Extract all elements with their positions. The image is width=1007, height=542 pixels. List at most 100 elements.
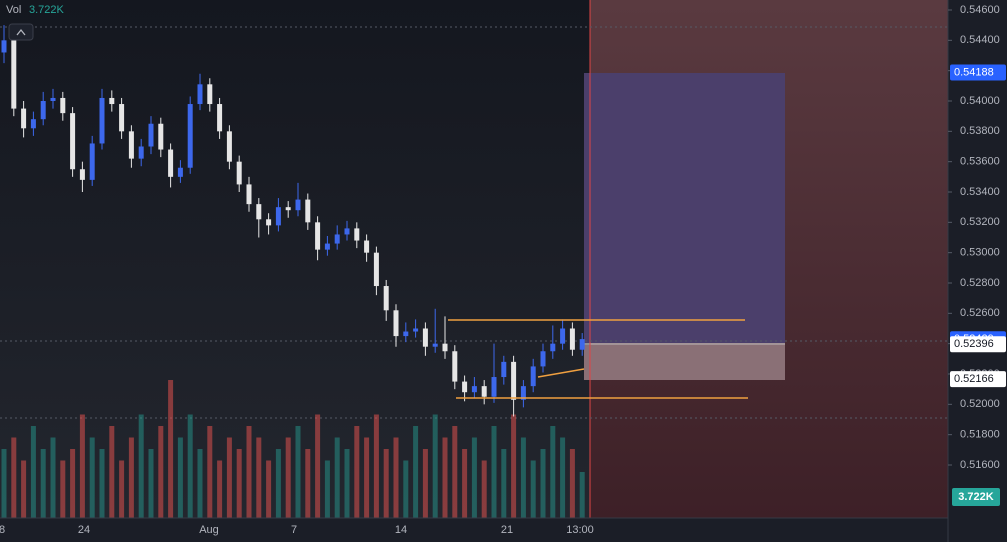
volume-bar: [187, 414, 193, 518]
volume-bar: [246, 426, 252, 518]
volume-axis-label: 3.722K: [958, 491, 994, 503]
price-axis: [948, 0, 1007, 542]
x-tick-label: 14: [395, 524, 407, 536]
candle-body: [305, 199, 311, 223]
candle-body: [285, 207, 291, 211]
volume-bar: [256, 437, 262, 518]
vol-label: Vol: [6, 4, 21, 16]
volume-bar: [226, 437, 232, 518]
candle-body: [109, 97, 115, 105]
candle-body: [324, 243, 330, 250]
volume-bar: [364, 437, 370, 518]
candle-body: [256, 204, 262, 220]
volume-bar: [30, 426, 36, 518]
volume-bar: [295, 426, 301, 518]
y-tick-label: 0.53200: [960, 216, 1000, 228]
candle-body: [452, 351, 458, 382]
volume-bar: [560, 437, 566, 518]
y-tick-label: 0.52000: [960, 398, 1000, 410]
volume-bar: [148, 449, 154, 518]
candle-body: [530, 366, 536, 387]
volume-bar: [373, 414, 379, 518]
x-tick-label: 13:00: [566, 524, 594, 536]
volume-bar: [305, 449, 311, 518]
candle-body: [128, 131, 134, 159]
volume-bar: [1, 449, 7, 518]
volume-bar: [354, 426, 360, 518]
y-tick-label: 0.54400: [960, 34, 1000, 46]
candle-body: [442, 343, 448, 352]
candle-body: [11, 40, 17, 109]
time-axis: [0, 518, 948, 542]
volume-bar: [432, 414, 438, 518]
candle-body: [89, 143, 95, 180]
volume-bar: [70, 449, 76, 518]
candle-body: [520, 386, 526, 400]
trend-line: [537, 368, 585, 378]
y-tick-label: 0.53600: [960, 156, 1000, 168]
candle-body: [187, 104, 193, 168]
volume-bar: [50, 437, 56, 518]
volume-bar: [266, 460, 272, 518]
price-label: 0.52166: [954, 373, 994, 385]
candle-body: [60, 97, 66, 114]
candle-body: [550, 343, 556, 352]
volume-bar: [99, 449, 105, 518]
candle-body: [511, 361, 517, 400]
target-zone: [584, 73, 785, 343]
volume-bar: [207, 426, 213, 518]
volume-bar: [403, 460, 409, 518]
y-tick-label: 0.51600: [960, 459, 1000, 471]
candle-body: [560, 328, 566, 344]
volume-bar: [285, 437, 291, 518]
volume-bar: [275, 449, 281, 518]
volume-bar: [569, 449, 575, 518]
y-tick-label: 0.51800: [960, 429, 1000, 441]
volume-bar: [491, 426, 497, 518]
volume-bar: [501, 449, 507, 518]
volume-bar: [119, 460, 125, 518]
volume-bar: [334, 437, 340, 518]
candle-body: [30, 119, 36, 129]
volume-bar: [79, 414, 85, 518]
collapse-button[interactable]: [8, 23, 34, 41]
price-label-bg: [950, 64, 1006, 81]
y-tick-label: 0.52600: [960, 307, 1000, 319]
volume-bar: [344, 449, 350, 518]
volume-bar: [579, 472, 585, 518]
volume-bar: [413, 426, 419, 518]
candle-body: [383, 286, 389, 311]
volume-bar: [168, 380, 174, 518]
candle-body: [471, 386, 477, 393]
volume-bar: [462, 449, 468, 518]
x-tick-label: 7: [291, 524, 297, 536]
volume-bar: [471, 437, 477, 518]
candle-body: [364, 240, 370, 253]
volume-bar: [383, 449, 389, 518]
candle-body: [334, 234, 340, 244]
candle-body: [275, 207, 281, 226]
candle-body: [501, 361, 507, 378]
volume-bar: [520, 437, 526, 518]
candle-body: [246, 184, 252, 205]
candle-body: [207, 84, 213, 105]
candle-body: [403, 331, 409, 337]
x-tick-label: 21: [501, 524, 513, 536]
candle-body: [138, 146, 144, 159]
candle-body: [79, 169, 85, 180]
candle-body: [413, 328, 419, 332]
y-tick-label: 0.53000: [960, 247, 1000, 259]
volume-bar: [109, 426, 115, 518]
volume-bar: [481, 460, 487, 518]
candle-body: [422, 328, 428, 347]
candle-body: [226, 131, 232, 162]
volume-bar: [128, 437, 134, 518]
vol-value: 3.722K: [29, 4, 65, 16]
x-tick-label: 24: [78, 524, 90, 536]
price-label: 0.54188: [954, 66, 994, 78]
candle-body: [354, 228, 360, 241]
volume-bar: [158, 426, 164, 518]
candle-body: [70, 113, 76, 170]
